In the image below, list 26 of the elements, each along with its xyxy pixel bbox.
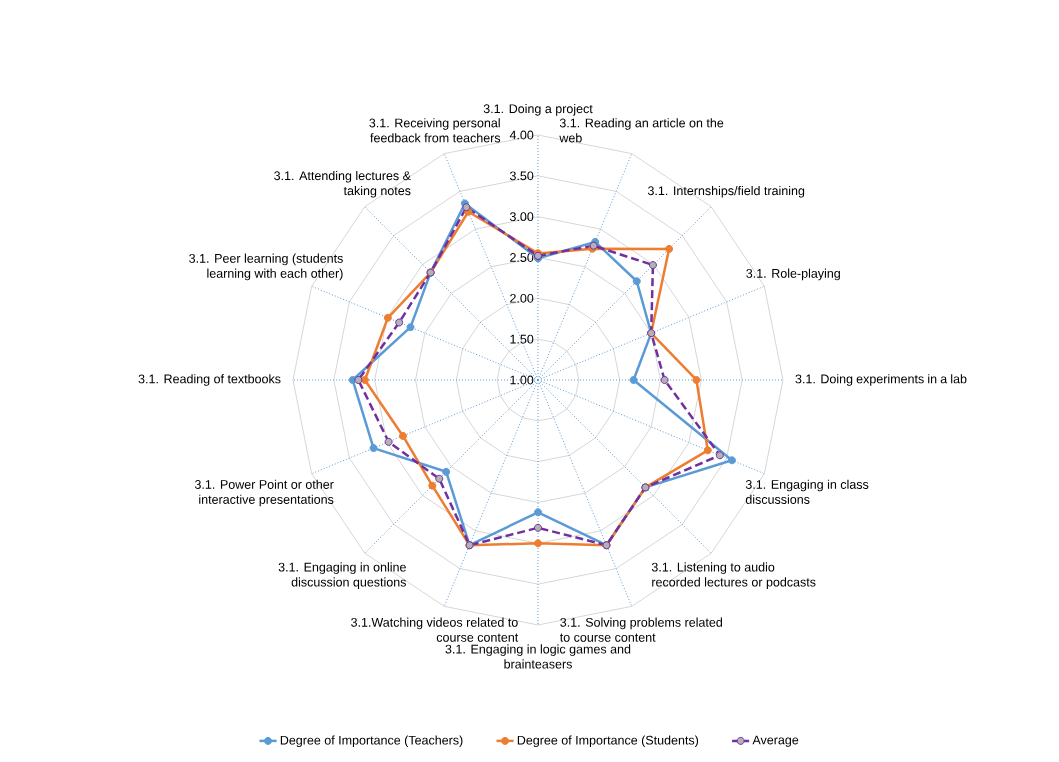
spoke-label: 3.1. Receiving personal feedback from teachers	[369, 118, 501, 143]
spoke-label: 3.1. Listening to audio recorded lectures or podcasts	[651, 562, 816, 589]
spoke-label: 3.1. Engaging in logic games and brainteasers	[445, 644, 631, 669]
y-tick-label: 1.00	[510, 375, 534, 385]
spoke-label: 3.1. Peer learning (students learning with each other)	[189, 253, 343, 281]
spoke-label: 3.1. Reading an article on the web	[559, 118, 724, 143]
spoke-label: 3.1. Role-playing	[746, 268, 840, 281]
spoke-label: 3.1. Doing experiments in a lab	[795, 374, 967, 386]
spoke-label: 3.1. Doing a project	[483, 103, 593, 116]
y-tick-label: 3.50	[509, 171, 534, 181]
y-tick-label: 4.00	[509, 130, 534, 140]
y-tick-label: 3.00	[509, 212, 534, 222]
y-tick-label: 2.50	[510, 253, 534, 262]
spoke-label: 3.1. Attending lectures & taking notes	[274, 170, 411, 198]
y-tick-label: 2.00	[510, 293, 534, 303]
legend-label: Degree of Importance (Students)	[517, 735, 699, 748]
spoke-label: 3.1. Engaging in class discussions	[745, 479, 869, 504]
legend-label: Average	[752, 735, 799, 747]
legend-label: Degree of Importance (Teachers)	[280, 735, 463, 748]
spoke-label: 3.1.Watching videos related to course content	[351, 617, 519, 642]
y-tick-label: 1.50	[510, 334, 534, 344]
spoke-label: 3.1. Internships/field training	[647, 185, 805, 198]
spoke-label: 3.1. Engaging in online discussion questions	[278, 562, 406, 589]
spoke-label: 3.1. Solving problems related to course content	[559, 617, 722, 642]
spoke-label: 3.1. Power Point or other interactive presentations	[194, 479, 334, 507]
spoke-label: 3.1. Reading of textbooks	[138, 374, 281, 386]
